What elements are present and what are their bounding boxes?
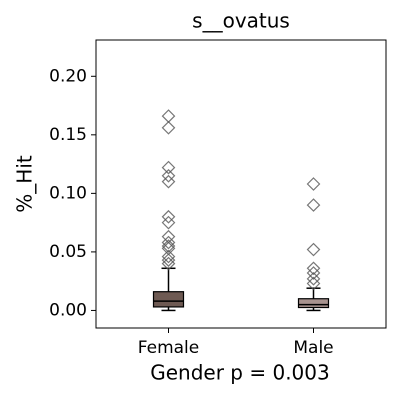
outlier — [306, 242, 321, 257]
y-tick-label: 0.10 — [49, 183, 87, 203]
outlier — [161, 235, 176, 250]
y-tick-label: 0.05 — [49, 242, 87, 262]
outlier — [161, 109, 176, 123]
chart-title: s__ovatus — [192, 9, 290, 33]
outlier — [161, 168, 176, 183]
box — [297, 298, 330, 309]
outlier — [306, 261, 321, 276]
y-tick-label: 0.15 — [49, 125, 87, 145]
y-tick-label: 0.00 — [49, 300, 87, 320]
outlier — [306, 266, 321, 280]
outlier — [161, 256, 176, 271]
outlier — [306, 271, 321, 286]
y-tick-label: 0.20 — [49, 66, 87, 86]
outlier — [161, 120, 176, 135]
outlier — [161, 249, 176, 264]
outlier — [306, 276, 321, 291]
outlier — [306, 177, 321, 191]
outlier — [161, 209, 176, 224]
outlier — [161, 253, 176, 267]
outlier — [161, 174, 176, 189]
x-tick-label: Female — [138, 338, 199, 358]
outlier — [161, 215, 176, 230]
box — [152, 291, 185, 308]
outlier — [161, 160, 176, 175]
y-axis-label: %_Hit — [13, 155, 37, 213]
x-axis-label: Gender p = 0.003 — [150, 361, 329, 385]
plot-frame — [95, 39, 387, 329]
x-tick-label: Male — [293, 338, 333, 358]
outlier — [161, 239, 176, 253]
outlier — [306, 198, 321, 212]
